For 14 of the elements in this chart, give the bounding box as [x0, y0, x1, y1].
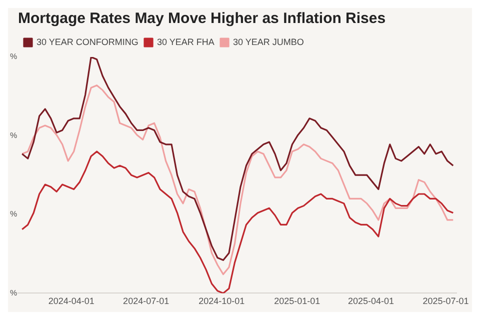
legend-label: 30 YEAR CONFORMING [36, 36, 138, 47]
x-tick-label: 2025-01-01 [274, 296, 320, 306]
text: % [10, 288, 18, 298]
x-tick-label: 2025-04-01 [348, 296, 394, 306]
x-tick-label: 2025-07-01 [422, 296, 469, 306]
x-tick-label: 2024-10-01 [198, 296, 245, 306]
chart-title: Mortgage Rates May Move Higher as Inflation Rises [18, 10, 386, 28]
text: % [10, 52, 18, 62]
legend-label: 30 YEAR FHA [157, 36, 214, 47]
text: % [10, 130, 18, 140]
x-tick-label: 2024-07-01 [123, 296, 170, 306]
text: % [10, 210, 18, 219]
legend-label: 30 YEAR JUMBO [233, 36, 304, 47]
x-tick-label: 2024-04-01 [48, 296, 94, 306]
